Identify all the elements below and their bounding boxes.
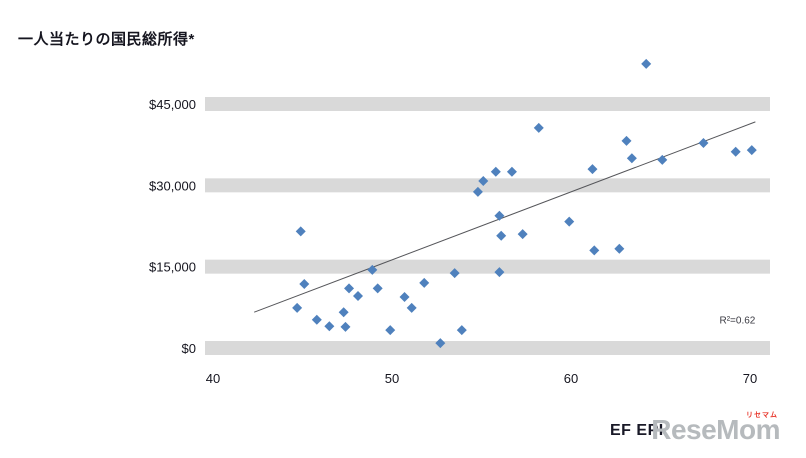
data-point [292, 302, 303, 313]
y-tick-label: $0 [182, 341, 196, 356]
resemom-watermark-sub: リセマム [746, 412, 778, 419]
data-point [385, 325, 396, 336]
data-point [456, 325, 467, 336]
x-tick-label: 70 [743, 371, 757, 386]
resemom-watermark: リセマム ReseMom [651, 412, 780, 446]
data-point [372, 283, 383, 294]
data-point [494, 267, 505, 278]
x-tick-label: 50 [385, 371, 399, 386]
gridline-band [205, 259, 770, 274]
data-point [435, 338, 446, 349]
data-point [299, 279, 310, 290]
data-point [490, 166, 501, 177]
data-point [472, 186, 483, 197]
r-squared-annotation: R²=0.62 [720, 316, 756, 327]
ef-epi-logo: EF EPI [610, 422, 664, 439]
data-point [419, 277, 430, 288]
data-point [614, 243, 625, 254]
x-tick-label: 40 [206, 371, 220, 386]
data-point [564, 216, 575, 227]
trend-line [253, 121, 756, 313]
data-point [338, 307, 349, 318]
resemom-watermark-text: ReseMom [651, 414, 780, 445]
data-point [496, 230, 507, 241]
data-point [449, 268, 460, 279]
gridline-band [205, 97, 770, 111]
data-point [478, 175, 489, 186]
data-point [311, 314, 322, 325]
data-point [340, 321, 351, 332]
data-point [517, 229, 528, 240]
data-point [406, 302, 417, 313]
data-point [589, 245, 600, 256]
data-point [698, 138, 709, 149]
data-point [657, 154, 668, 165]
data-point [730, 146, 741, 157]
data-point [494, 210, 505, 221]
footer-logos: EF EPI リセマム ReseMom [610, 410, 780, 450]
data-point [506, 166, 517, 177]
x-tick-label: 60 [564, 371, 578, 386]
data-point [746, 145, 757, 156]
data-point [587, 164, 598, 175]
data-point [641, 58, 652, 69]
y-tick-label: $30,000 [149, 178, 196, 193]
data-point [367, 264, 378, 275]
gridline-band [205, 178, 770, 193]
y-tick-label: $15,000 [149, 260, 196, 275]
data-point [352, 290, 363, 301]
gridline-band [205, 341, 770, 355]
data-point [621, 135, 632, 146]
chart-title: 一人当たりの国民総所得* [18, 31, 195, 48]
data-point [295, 226, 306, 237]
data-point [626, 153, 637, 164]
data-point [344, 283, 355, 294]
data-point [533, 122, 544, 133]
data-point [399, 292, 410, 303]
data-point [324, 321, 335, 332]
y-tick-label: $45,000 [149, 97, 196, 112]
